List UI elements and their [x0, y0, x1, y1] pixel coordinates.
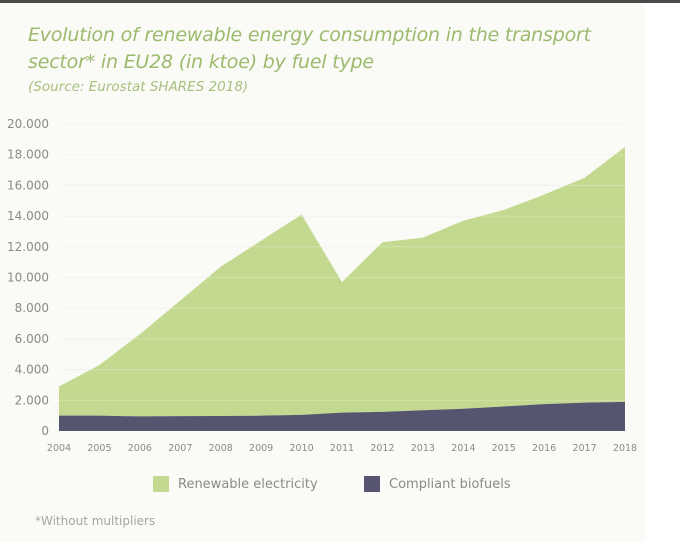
legend: Renewable electricity Compliant biofuels — [0, 476, 680, 496]
gridlines-overlay — [59, 123, 625, 401]
chart-title: Evolution of renewable energy consumptio… — [28, 24, 591, 73]
y-tick-label: 0 — [41, 424, 49, 438]
area-compliant-biofuels — [59, 401, 625, 431]
x-tick-label: 2013 — [411, 443, 435, 454]
x-tick-label: 2015 — [492, 443, 516, 454]
x-tick-label: 2008 — [209, 443, 233, 454]
x-tick-label: 2011 — [330, 443, 354, 454]
x-tick-label: 2006 — [128, 443, 152, 454]
y-tick-label: 4.000 — [15, 363, 49, 377]
legend-label: Renewable electricity — [178, 476, 318, 492]
x-tick-label: 2004 — [47, 443, 71, 454]
x-tick-label: 2018 — [613, 443, 637, 454]
x-tick-label: 2017 — [572, 443, 596, 454]
legend-label: Compliant biofuels — [389, 476, 511, 492]
y-tick-label: 16.000 — [7, 178, 49, 192]
legend-item-renewable-electricity: Renewable electricity — [153, 476, 318, 492]
footnote: *Without multipliers — [35, 514, 156, 528]
x-tick-label: 2014 — [451, 443, 475, 454]
x-tick-label: 2012 — [370, 443, 394, 454]
area-series — [59, 147, 625, 431]
legend-swatch-renewable-electricity — [153, 476, 169, 492]
x-tick-label: 2007 — [168, 443, 192, 454]
x-tick-label: 2016 — [532, 443, 556, 454]
y-tick-label: 12.000 — [7, 240, 49, 254]
x-tick-label: 2010 — [289, 443, 313, 454]
y-axis-ticks: 0 2.000 4.000 6.000 8.000 10.000 12.000 14.000 1… — [7, 117, 49, 438]
chart-subtitle: (Source: Eurostat SHARES 2018) — [28, 79, 249, 95]
y-tick-label: 6.000 — [15, 332, 49, 346]
top-border — [0, 0, 680, 3]
legend-item-compliant-biofuels: Compliant biofuels — [364, 476, 511, 492]
area-chart: 0 2.000 4.000 6.000 8.000 10.000 12.000 14.000 1… — [7, 117, 637, 454]
x-axis-ticks: 2004 2005 2006 2007 2008 2009 2010 2011 2012 2013… — [47, 443, 637, 454]
area-renewable-electricity — [59, 147, 625, 417]
y-tick-label: 10.000 — [7, 271, 49, 285]
y-tick-label: 8.000 — [15, 301, 49, 315]
x-tick-label: 2009 — [249, 443, 273, 454]
x-tick-label: 2005 — [87, 443, 111, 454]
y-tick-label: 20.000 — [7, 117, 49, 131]
legend-swatch-compliant-biofuels — [364, 476, 380, 492]
y-tick-label: 18.000 — [7, 148, 49, 162]
y-tick-label: 2.000 — [15, 393, 49, 407]
y-tick-label: 14.000 — [7, 209, 49, 223]
